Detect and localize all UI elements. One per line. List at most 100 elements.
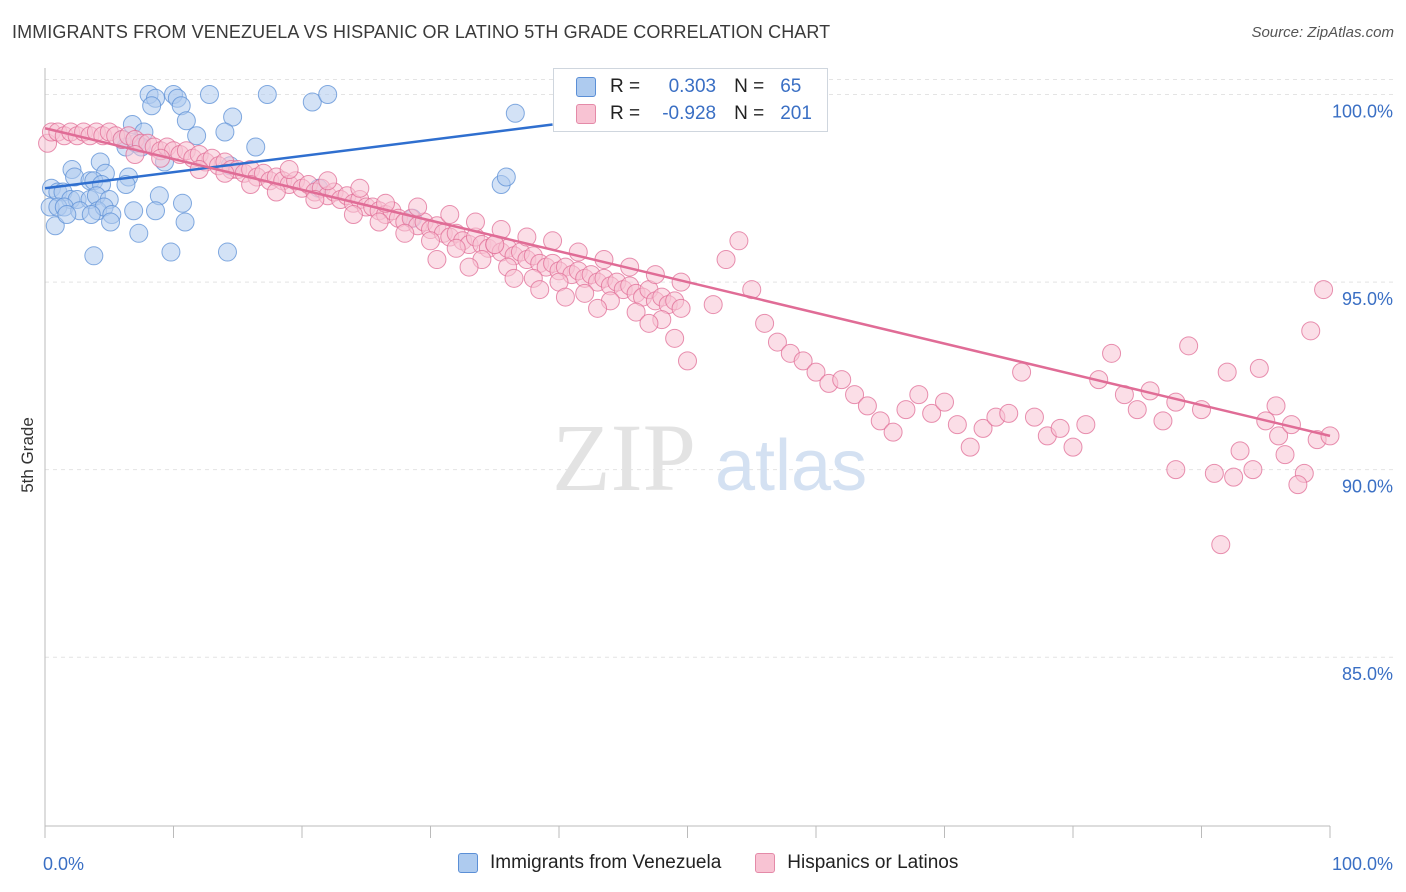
data-point: [1249, 358, 1269, 378]
data-point: [530, 280, 550, 300]
source-label: Source: ZipAtlas.com: [1251, 24, 1394, 41]
data-point: [1211, 535, 1231, 555]
data-point: [639, 313, 659, 333]
data-point: [129, 223, 149, 243]
data-point: [671, 298, 691, 318]
watermark-zip: ZIP: [552, 404, 696, 511]
data-point: [161, 242, 181, 262]
data-point: [440, 205, 460, 225]
y-tick-label: 100.0%: [1332, 102, 1393, 122]
data-point: [665, 328, 685, 348]
data-point: [124, 201, 144, 221]
data-point: [1050, 418, 1070, 438]
legend-label-hispanic: Hispanics or Latinos: [787, 852, 959, 873]
data-point: [446, 238, 466, 258]
data-point: [767, 332, 787, 352]
data-point: [1076, 415, 1096, 435]
r-value-venezuela: 0.303: [668, 76, 717, 97]
data-point: [793, 351, 813, 371]
y-tick-label: 95.0%: [1342, 289, 1393, 309]
data-point: [465, 212, 485, 232]
data-point: [318, 85, 338, 105]
data-point: [172, 193, 192, 213]
data-point: [215, 122, 235, 142]
x-tick-label: 100.0%: [1332, 854, 1393, 874]
data-point: [1288, 475, 1308, 495]
data-point: [870, 411, 890, 431]
data-point: [806, 362, 826, 382]
swatch-hispanic: [576, 104, 596, 124]
data-point: [369, 212, 389, 232]
x-tick-label: 0.0%: [43, 854, 84, 874]
data-point: [459, 257, 479, 277]
trend-line-hispanic: [44, 127, 1331, 438]
legend-item-hispanic[interactable]: Hispanics or Latinos: [755, 852, 958, 874]
data-point: [84, 246, 104, 266]
data-point: [1102, 343, 1122, 363]
trend-lines: [44, 123, 1331, 438]
r-value-hispanic: -0.928: [662, 103, 717, 124]
data-point: [1269, 426, 1289, 446]
data-point: [973, 418, 993, 438]
data-point: [1243, 460, 1263, 480]
data-point: [496, 167, 516, 187]
data-point: [555, 287, 575, 307]
data-point: [1301, 321, 1321, 341]
r-label: R =: [610, 103, 641, 124]
data-point: [57, 205, 77, 225]
data-point: [318, 171, 338, 191]
watermark: ZIP atlas: [552, 404, 867, 511]
data-point: [81, 205, 101, 225]
data-point: [343, 205, 363, 225]
data-point: [999, 403, 1019, 423]
data-point: [575, 283, 595, 303]
series-legend: Immigrants from Venezuela Hispanics or L…: [458, 852, 992, 874]
n-value-venezuela: 65: [780, 76, 802, 97]
data-point: [845, 385, 865, 405]
data-point: [1166, 392, 1186, 412]
data-point: [716, 250, 736, 270]
data-point: [909, 385, 929, 405]
data-point: [947, 415, 967, 435]
data-point: [1204, 463, 1224, 483]
stats-row-hispanic: R = -0.928 N = 201: [576, 102, 812, 126]
data-point: [883, 422, 903, 442]
n-value-hispanic: 201: [780, 103, 812, 124]
stats-legend: R = 0.303 N = 65 R = -0.928 N = 201: [553, 68, 828, 132]
data-point: [142, 96, 162, 116]
y-axis-label: 5th Grade: [18, 417, 37, 493]
data-point: [1153, 411, 1173, 431]
data-point: [960, 437, 980, 457]
y-tick-label: 90.0%: [1342, 477, 1393, 497]
data-point: [1012, 362, 1032, 382]
stats-row-venezuela: R = 0.303 N = 65: [576, 75, 801, 99]
data-point: [421, 231, 440, 251]
data-point: [246, 137, 266, 157]
legend-swatch-venezuela: [458, 853, 478, 873]
watermark-atlas: atlas: [715, 426, 867, 506]
series-hispanic-points: [38, 122, 1340, 555]
legend-item-venezuela[interactable]: Immigrants from Venezuela: [458, 852, 721, 874]
data-point: [350, 178, 370, 198]
data-point: [199, 85, 219, 105]
data-point: [626, 302, 646, 322]
data-point: [395, 223, 415, 243]
data-point: [1314, 280, 1334, 300]
data-point: [241, 175, 261, 195]
chart-title: IMMIGRANTS FROM VENEZUELA VS HISPANIC OR…: [12, 22, 831, 42]
data-point: [302, 92, 322, 112]
data-point: [678, 351, 697, 371]
data-point: [896, 400, 916, 420]
legend-swatch-hispanic: [755, 853, 776, 873]
data-point: [935, 392, 954, 412]
data-point: [703, 295, 723, 315]
r-label: R =: [610, 76, 641, 97]
data-point: [1179, 336, 1199, 356]
data-point: [1266, 396, 1286, 416]
data-point: [187, 126, 207, 146]
data-point: [1275, 445, 1295, 465]
data-point: [729, 231, 749, 251]
data-point: [427, 250, 447, 270]
n-label: N =: [734, 103, 765, 124]
